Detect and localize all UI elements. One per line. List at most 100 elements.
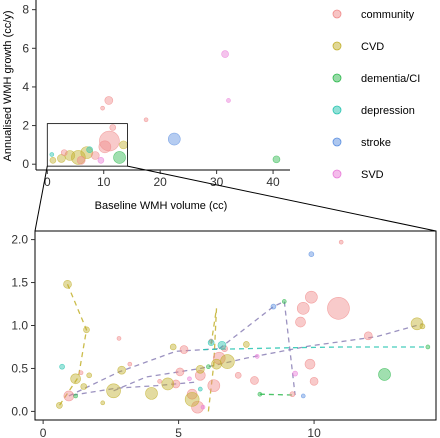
overview-y-axis-label: Annualised WMH growth (cc/y)	[2, 11, 14, 162]
zoomed-chart: 0 5 10 0.0 0.5 1.0 1.5 2.0	[11, 230, 437, 438]
zoomed-point-dementia-ci	[257, 391, 263, 397]
zoomed-point-cvd	[56, 402, 63, 409]
zoomed-x-tick-label: 10	[307, 426, 321, 438]
zoomed-y-tick-label: 1.5	[11, 276, 28, 290]
legend-swatch-community	[332, 9, 342, 19]
overview-chart: 0 10 20 30 40 0 2 4 6 8 Baseline WMH volume (cc)…	[2, 0, 290, 212]
legend: community CVD dementia/CI depression stroke S…	[332, 9, 420, 181]
zoomed-point-community	[296, 302, 310, 315]
trajectory-line-community	[68, 348, 220, 397]
zoomed-point-svd	[254, 354, 260, 359]
zoom-region-box	[46, 123, 128, 167]
zoomed-point-community	[250, 376, 259, 385]
overview-point-community	[109, 124, 117, 131]
legend-label-stroke: stroke	[361, 137, 391, 149]
zoomed-point-depression	[217, 340, 227, 350]
legend-swatch-depression	[332, 105, 342, 115]
zoomed-point-dementia-ci	[425, 344, 431, 350]
zoomed-point-community	[127, 361, 133, 367]
zoomed-point-cvd	[243, 341, 250, 348]
legend-label-svd: SVD	[361, 169, 384, 181]
overview-y-tick-label: 2	[22, 119, 29, 133]
zoomed-point-cvd	[195, 365, 205, 374]
zoomed-point-community	[305, 290, 318, 304]
zoomed-x-ticks: 0 5 10	[40, 420, 321, 438]
zoomed-point-community	[327, 297, 350, 320]
legend-swatch-svd	[332, 169, 342, 179]
zoomed-point-cvd	[220, 354, 235, 369]
zoomed-plot-area	[56, 239, 431, 414]
zoomed-point-community	[175, 367, 185, 377]
zoomed-point-community	[309, 377, 319, 386]
zoomed-point-community	[157, 379, 162, 384]
zoomed-point-community	[116, 336, 122, 341]
zoomed-panel-border	[34, 230, 437, 421]
overview-y-tick-label: 6	[22, 41, 29, 55]
overview-y-tick-label: 4	[22, 80, 29, 94]
legend-swatch-dementia-ci	[332, 73, 342, 83]
overview-point-depression	[49, 152, 55, 157]
overview-x-tick-label: 20	[153, 175, 167, 189]
zoomed-point-svd	[200, 404, 206, 410]
zoomed-y-tick-label: 0.5	[11, 361, 28, 375]
trajectory-line-depression	[202, 346, 428, 351]
trajectory-line-community	[72, 381, 195, 396]
zoomed-point-community	[194, 370, 206, 381]
overview-x-tick-label: 30	[210, 175, 224, 189]
legend-label-cvd: CVD	[361, 41, 384, 53]
overview-point-community	[90, 151, 100, 160]
overview-point-svd	[226, 98, 231, 103]
overview-point-svd	[221, 50, 229, 58]
legend-swatch-stroke	[332, 137, 342, 147]
zoom-connector	[34, 165, 437, 232]
overview-x-ticks: 0 10 20 30 40	[44, 170, 280, 189]
zoomed-point-cvd	[83, 326, 90, 334]
zoomed-x-tick-label: 5	[175, 426, 182, 438]
zoomed-point-stroke	[270, 303, 277, 310]
zoomed-point-cvd	[63, 279, 72, 289]
zoomed-point-community	[191, 400, 204, 414]
overview-x-tick-label: 0	[44, 175, 51, 189]
overview-y-tick-label: 0	[22, 157, 29, 171]
zoomed-point-stroke	[300, 393, 306, 399]
legend-swatch-cvd	[332, 41, 342, 51]
zoomed-point-dementia-ci	[206, 364, 211, 370]
zoomed-point-community	[304, 358, 316, 370]
zoomed-point-dementia-ci	[378, 368, 391, 381]
overview-point-cvd	[57, 154, 66, 163]
zoomed-point-community	[338, 239, 344, 245]
overview-point-svd	[97, 157, 105, 164]
zoomed-point-community	[212, 351, 226, 365]
trajectory-line-cvd	[58, 284, 88, 406]
zoomed-point-cvd	[80, 383, 88, 390]
zoomed-point-cvd	[169, 343, 177, 351]
trajectory-line-community	[218, 300, 296, 396]
overview-y-ticks: 0 2 4 6 8	[22, 3, 36, 171]
zoomed-point-cvd	[161, 377, 175, 391]
overview-point-cvd	[80, 146, 94, 159]
zoom-connector-right	[127, 165, 437, 232]
zoomed-point-community	[295, 316, 306, 328]
legend-label-community: community	[361, 9, 415, 21]
zoomed-point-svd	[187, 376, 192, 382]
zoomed-y-tick-label: 1.0	[11, 319, 28, 333]
overview-y-tick-label: 8	[22, 3, 29, 17]
zoomed-point-cvd	[106, 383, 121, 399]
zoomed-point-stroke	[308, 251, 315, 257]
zoomed-point-cvd	[100, 400, 106, 406]
zoomed-point-depression	[59, 363, 65, 370]
zoomed-x-tick-label: 0	[40, 426, 47, 438]
overview-point-community	[100, 105, 105, 111]
zoomed-point-cvd	[419, 323, 426, 330]
zoomed-y-tick-label: 2.0	[11, 233, 28, 247]
overview-x-tick-label: 40	[266, 175, 280, 189]
zoomed-point-cvd	[70, 373, 81, 385]
overview-point-stroke	[167, 132, 181, 146]
zoomed-point-cvd	[211, 358, 222, 370]
zoomed-point-community	[207, 379, 221, 392]
zoomed-y-ticks: 0.0 0.5 1.0 1.5 2.0	[11, 233, 35, 418]
zoomed-point-dementia-ci	[281, 299, 287, 304]
zoomed-point-community	[171, 379, 181, 389]
overview-x-tick-label: 10	[97, 175, 111, 189]
